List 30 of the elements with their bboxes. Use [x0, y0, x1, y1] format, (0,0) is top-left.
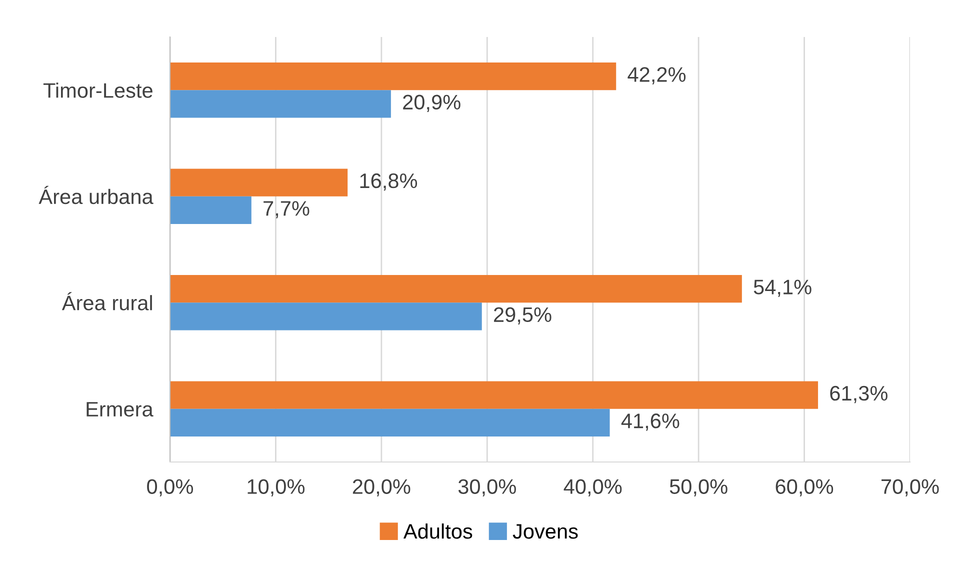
data-label: 16,8%	[360, 173, 418, 191]
x-tick-label: 70,0%	[882, 479, 939, 496]
bar	[170, 302, 482, 330]
x-tick-label: 50,0%	[670, 479, 728, 496]
x-tick-label: 20,0%	[352, 479, 410, 496]
data-label: 29,5%	[494, 307, 552, 324]
data-label: 61,3%	[830, 386, 888, 404]
bar	[170, 408, 610, 436]
x-tick-label: 60,0%	[776, 479, 834, 496]
data-label: 20,9%	[403, 94, 460, 112]
legend-label: Jovens	[512, 524, 578, 539]
data-label: 54,1%	[754, 280, 812, 297]
bar	[170, 381, 818, 409]
y-tick-label: Ermera	[86, 402, 154, 417]
y-tick-label: Área rural	[62, 292, 152, 310]
y-tick-label: Timor-Leste	[43, 82, 152, 98]
bar	[170, 275, 742, 303]
data-label: 7,7%	[264, 201, 310, 218]
x-tick-label: 40,0%	[564, 479, 622, 496]
legend-label: Adultos	[403, 523, 472, 539]
bar	[170, 196, 252, 224]
bar	[170, 62, 616, 90]
bar	[170, 168, 348, 196]
x-tick-label: 0,0%	[147, 479, 194, 496]
y-tick-label: Área urbana	[38, 186, 154, 204]
data-label: 42,2%	[628, 67, 686, 84]
data-label: 41,6%	[621, 414, 680, 431]
x-tick-label: 10,0%	[248, 479, 305, 496]
bar	[170, 90, 391, 118]
x-tick-label: 30,0%	[458, 479, 516, 496]
